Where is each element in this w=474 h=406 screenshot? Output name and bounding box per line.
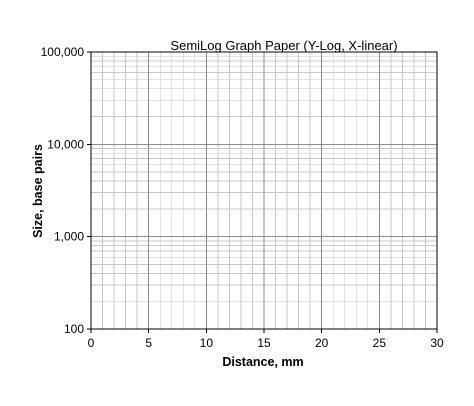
y-tick-label: 10,000 [47, 137, 84, 151]
x-tick-label: 15 [257, 336, 271, 350]
tick-layer: 0 5 10 15 20 25 30 100 1,000 10,000 100,000 [41, 45, 444, 350]
chart-title: SemiLog Graph Paper (Y-Log, X-linear) [170, 38, 397, 53]
x-tick-label: 30 [430, 336, 444, 350]
x-tick-label: 25 [373, 336, 387, 350]
x-tick-label: 5 [145, 336, 152, 350]
x-tick-label: 0 [88, 336, 95, 350]
y-tick-label: 100 [64, 322, 84, 336]
y-tick-label: 1,000 [54, 230, 84, 244]
y-axis-title: Size, base pairs [31, 144, 45, 238]
y-tick-label: 100,000 [41, 45, 85, 59]
grid-layer [90, 51, 438, 330]
x-axis-title: Distance, mm [222, 355, 303, 369]
x-tick-label: 20 [315, 336, 329, 350]
x-tick-label: 10 [200, 336, 214, 350]
